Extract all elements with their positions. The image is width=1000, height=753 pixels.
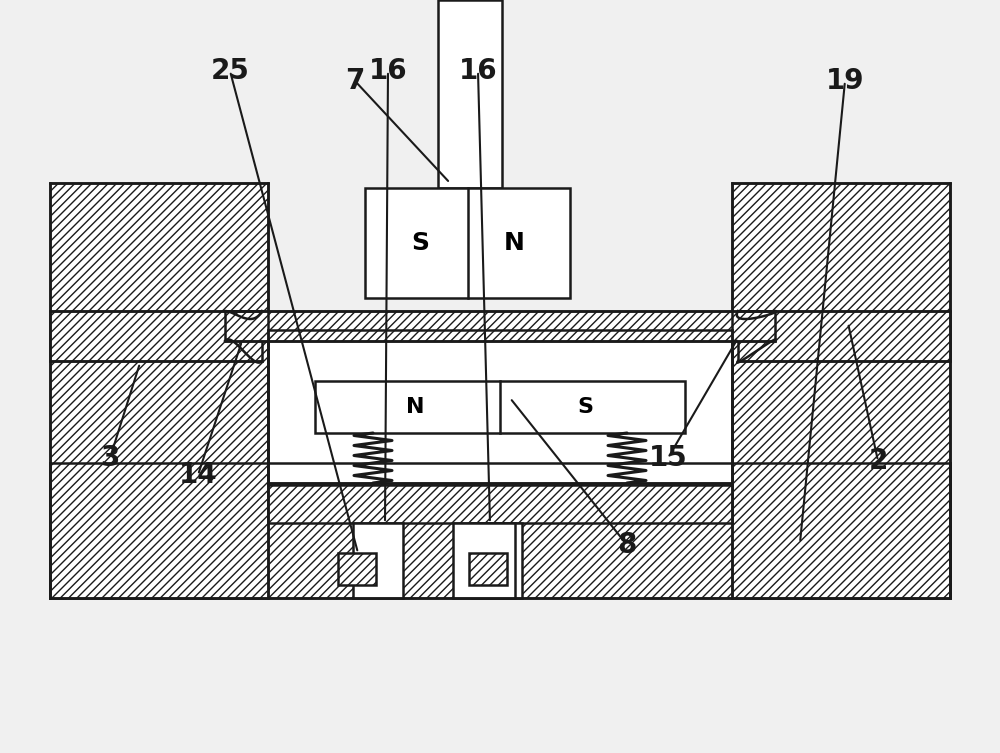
Text: 16: 16 xyxy=(369,57,407,85)
Bar xyxy=(438,0,502,188)
Bar xyxy=(268,330,732,485)
Bar xyxy=(453,523,515,598)
Bar xyxy=(315,381,685,433)
Text: 16: 16 xyxy=(459,57,497,85)
Text: 2: 2 xyxy=(868,447,888,475)
Text: 15: 15 xyxy=(649,444,687,472)
Text: N: N xyxy=(504,231,525,255)
Bar xyxy=(338,553,376,585)
Bar xyxy=(50,463,950,598)
Bar xyxy=(268,483,732,523)
Bar xyxy=(469,553,507,585)
Text: 8: 8 xyxy=(617,531,637,559)
Text: 7: 7 xyxy=(345,67,365,95)
Bar xyxy=(738,311,950,361)
Bar xyxy=(732,183,950,598)
Bar xyxy=(472,523,522,598)
Bar xyxy=(365,188,570,298)
Text: S: S xyxy=(577,397,593,417)
Text: N: N xyxy=(406,397,424,417)
Text: 19: 19 xyxy=(826,67,864,95)
Bar xyxy=(225,311,775,341)
Bar xyxy=(353,523,403,598)
Text: 14: 14 xyxy=(179,461,217,489)
Text: 25: 25 xyxy=(211,57,249,85)
Bar xyxy=(50,311,262,361)
Bar xyxy=(50,183,268,598)
Text: 3: 3 xyxy=(100,444,120,472)
Text: S: S xyxy=(411,231,429,255)
